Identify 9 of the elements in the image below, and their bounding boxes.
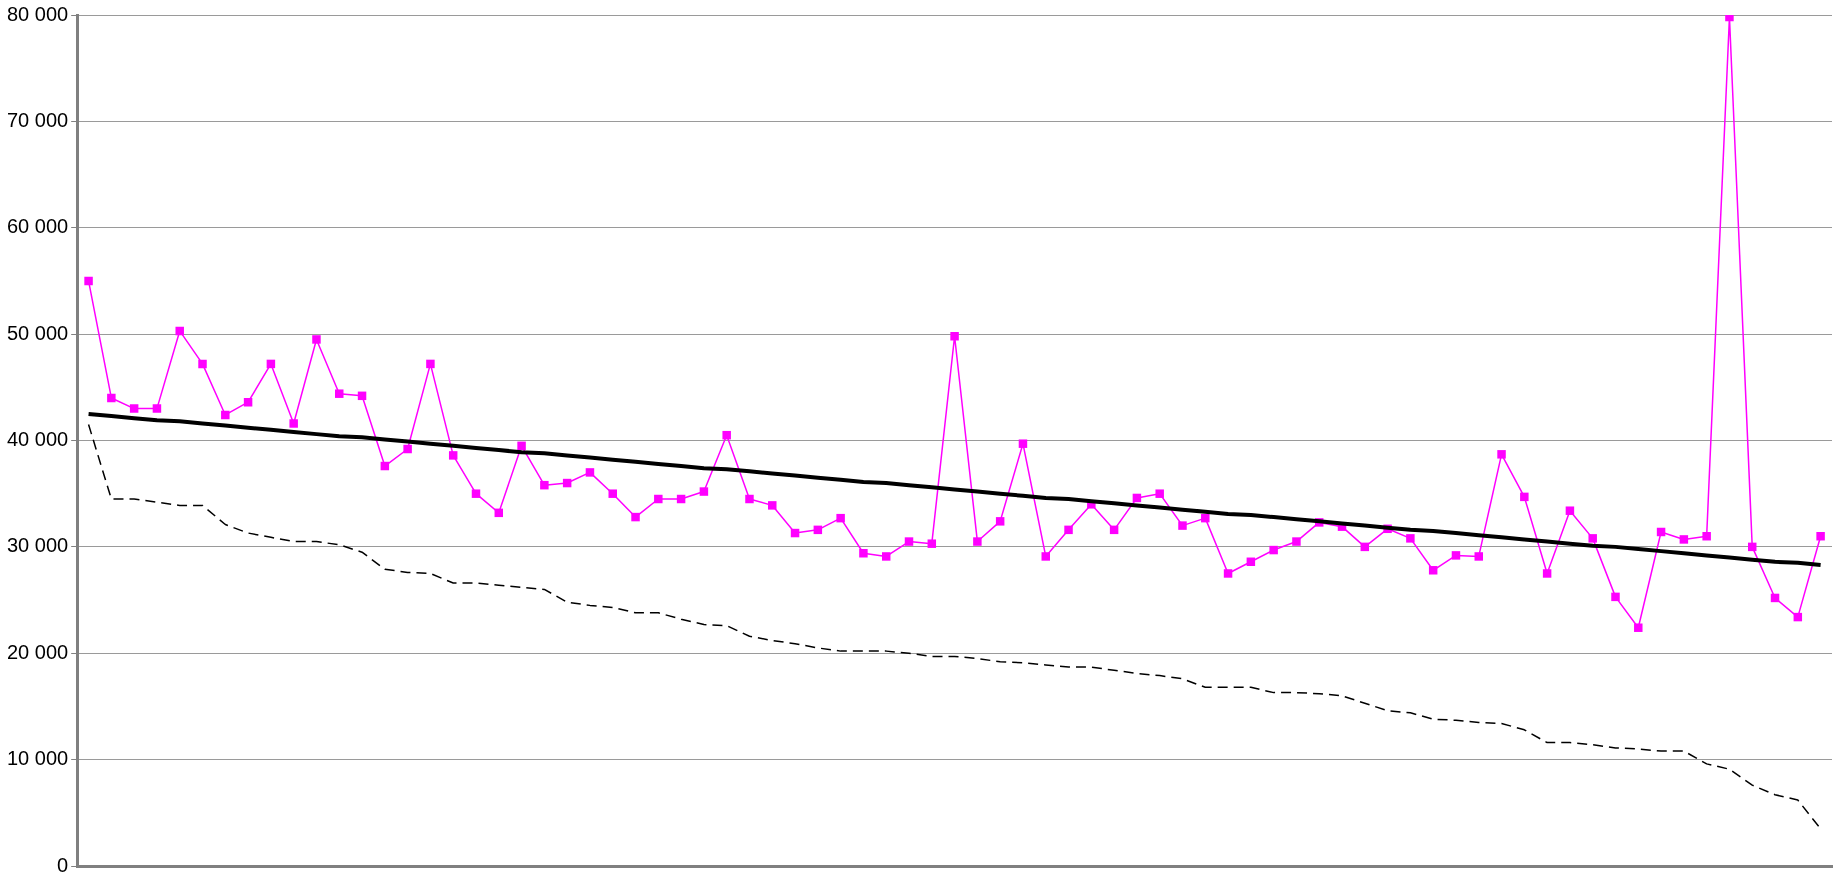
y-tick-label: 80 000 <box>7 2 69 25</box>
y-tick-label: 60 000 <box>7 215 69 238</box>
y-tick-label: 50 000 <box>7 321 69 344</box>
y-tick-label: 30 000 <box>7 534 69 557</box>
y-tick-label: 20 000 <box>7 640 69 663</box>
y-tick-label: 0 <box>57 853 69 876</box>
y-tick-label: 10 000 <box>7 747 69 770</box>
y-tick-label: 40 000 <box>7 428 69 451</box>
y-tick-label: 70 000 <box>7 108 69 131</box>
